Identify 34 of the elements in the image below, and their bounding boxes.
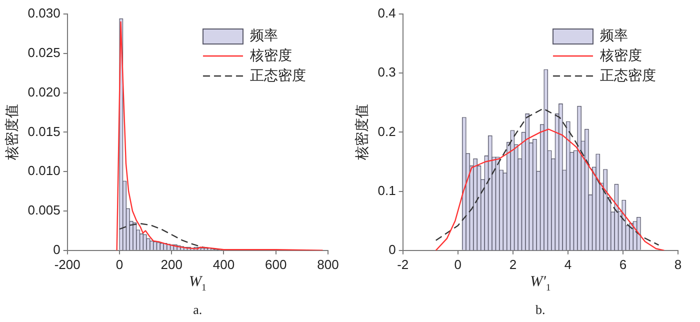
y-tick-label: 0 xyxy=(388,242,396,257)
x-tick-label: 8 xyxy=(674,256,682,272)
y-axis-title: 核密度值 xyxy=(3,104,20,162)
y-tick-label: 0 xyxy=(53,242,60,257)
x-tick-label: -2 xyxy=(397,256,409,272)
y-tick-label: 0.3 xyxy=(378,64,396,80)
x-tick-label: 6 xyxy=(619,256,627,272)
y-tick-label: 0.1 xyxy=(378,182,396,198)
y-tick-label: 0.015 xyxy=(28,124,60,139)
y-axis-title: 核密度值 xyxy=(353,104,370,162)
x-tick-label: 2 xyxy=(509,256,517,272)
y-tick-label: 0.2 xyxy=(378,124,396,139)
x-tick-label: 200 xyxy=(160,256,182,272)
x-tick-label: 0 xyxy=(454,256,462,272)
x-tick-label: 800 xyxy=(317,256,339,272)
y-tick-label: 0.4 xyxy=(378,6,396,21)
y-tick-label: 0.025 xyxy=(28,44,60,60)
x-tick-label: 400 xyxy=(212,256,235,272)
legend-label: 核密度 xyxy=(249,46,292,63)
x-tick-label: -200 xyxy=(54,256,80,272)
x-tick-label: 600 xyxy=(265,256,287,272)
x-tick-label: 4 xyxy=(564,256,572,272)
y-tick-label: 0.005 xyxy=(28,202,60,218)
text: a. xyxy=(193,302,202,317)
x-tick-label: 0 xyxy=(116,256,124,272)
legend-label: 正态密度 xyxy=(600,66,656,83)
legend-label: 频率 xyxy=(600,26,628,43)
y-tick-label: 0.010 xyxy=(28,163,60,178)
text: b. xyxy=(536,302,546,317)
legend-label: 频率 xyxy=(250,26,278,43)
y-tick-label: 0.020 xyxy=(28,84,60,100)
legend-label: 正态密度 xyxy=(250,66,306,83)
legend-label: 核密度 xyxy=(599,46,642,63)
y-tick-label: 0.030 xyxy=(28,6,60,21)
